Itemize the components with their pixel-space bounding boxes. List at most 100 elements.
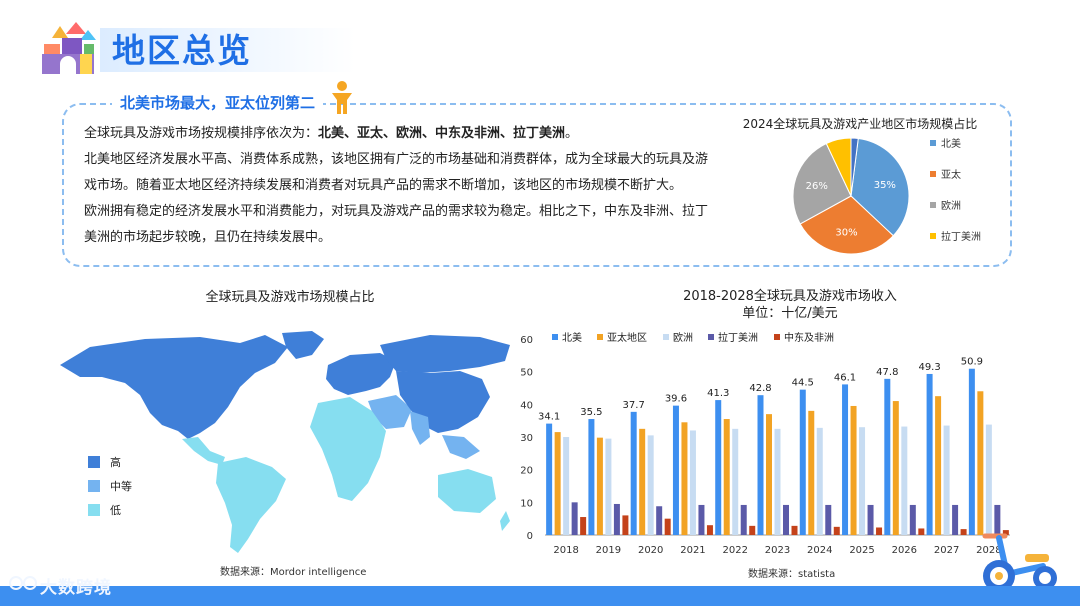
bar bbox=[664, 518, 671, 535]
bar-legend-label: 欧洲 bbox=[673, 332, 693, 344]
map-region-asia bbox=[396, 371, 490, 433]
bar-chart: 0 10 20 30 40 50 60 34.1 2018 35.5 2019 37.7 2020 39.… bbox=[520, 331, 1010, 556]
legend-label-low: 低 bbox=[110, 504, 121, 517]
x-tick-label: 2027 bbox=[934, 545, 959, 556]
legend-swatch-medium bbox=[88, 480, 100, 492]
y-tick-label: 0 bbox=[527, 531, 533, 542]
bar-value-label: 50.9 bbox=[961, 357, 983, 368]
bar bbox=[909, 504, 916, 535]
y-tick-label: 40 bbox=[520, 400, 533, 411]
bar bbox=[723, 419, 730, 535]
bar bbox=[918, 528, 925, 535]
bar bbox=[749, 525, 756, 535]
bar bbox=[985, 424, 992, 535]
brand-logo-icon bbox=[9, 576, 37, 590]
map-region-south-asia bbox=[410, 411, 430, 445]
page-title: 地区总览 bbox=[112, 31, 252, 70]
bar bbox=[596, 437, 603, 535]
pie-slice bbox=[792, 142, 852, 225]
bar-legend-label: 亚太地区 bbox=[607, 331, 647, 344]
summary-panel bbox=[62, 103, 1012, 267]
bar-legend-swatch bbox=[774, 334, 780, 340]
bar-value-label: 44.5 bbox=[792, 378, 814, 389]
bar bbox=[639, 428, 646, 535]
map-region-russia bbox=[380, 335, 510, 373]
map-region-greenland bbox=[282, 331, 324, 359]
bar bbox=[960, 529, 967, 535]
bar bbox=[842, 384, 849, 535]
summary-line-1: 全球玩具及游戏市场按规模排序依次为：北美、亚太、欧洲、中东及非洲、拉丁美洲。 bbox=[84, 126, 579, 141]
bar-legend-label: 中东及非洲 bbox=[784, 331, 834, 344]
legend-swatch-high bbox=[88, 456, 100, 468]
bar bbox=[571, 502, 578, 535]
bar-chart-title: 2018-2028全球玩具及游戏市场收入 bbox=[683, 289, 897, 304]
bar bbox=[977, 391, 984, 535]
bar bbox=[850, 405, 857, 535]
bar bbox=[774, 428, 781, 535]
bar-legend-swatch bbox=[552, 334, 558, 340]
x-tick-label: 2023 bbox=[765, 545, 790, 556]
map-legend-item: 低 bbox=[88, 498, 132, 522]
bar bbox=[689, 430, 696, 535]
bar bbox=[656, 506, 663, 535]
pie-slice-label: 35% bbox=[874, 180, 896, 191]
bar bbox=[672, 405, 679, 535]
summary-line-3: 戏市场。随着亚太地区经济持续发展和消费者对玩具产品的需求不断增加，该地区的市场规… bbox=[84, 178, 683, 193]
bar bbox=[732, 428, 739, 535]
bar bbox=[783, 504, 789, 535]
bar bbox=[757, 395, 764, 535]
bar bbox=[799, 389, 806, 535]
pie-legend-label: 亚太 bbox=[941, 168, 961, 181]
legend-label-medium: 中等 bbox=[110, 480, 132, 493]
map-region-central-america bbox=[182, 437, 225, 465]
bar bbox=[605, 438, 612, 535]
legend-label-high: 高 bbox=[110, 456, 121, 469]
bar bbox=[647, 435, 654, 535]
legend-swatch-low bbox=[88, 504, 100, 516]
summary-heading-text: 北美市场最大，亚太位列第二 bbox=[120, 94, 316, 112]
bar bbox=[833, 526, 840, 535]
bar-value-label: 35.5 bbox=[580, 407, 602, 418]
pie-legend-swatch bbox=[930, 171, 936, 177]
bar-value-label: 39.6 bbox=[665, 394, 687, 405]
bar-value-label: 41.3 bbox=[707, 388, 729, 399]
bar bbox=[630, 411, 637, 535]
x-tick-label: 2022 bbox=[723, 545, 748, 556]
pie-legend-swatch bbox=[930, 202, 936, 208]
x-tick-label: 2026 bbox=[892, 545, 917, 556]
map-legend: 高 中等 低 bbox=[88, 450, 132, 522]
summary-line-5: 美洲的市场起步较晚，且仍在持续发展中。 bbox=[84, 230, 332, 245]
map-region-africa bbox=[310, 397, 386, 501]
bar-value-label: 42.8 bbox=[749, 383, 771, 394]
x-tick-label: 2020 bbox=[638, 545, 663, 556]
pie-slice bbox=[850, 137, 859, 197]
bar bbox=[715, 400, 722, 535]
bar bbox=[563, 437, 570, 535]
x-tick-label: 2028 bbox=[976, 545, 1001, 556]
x-tick-label: 2024 bbox=[807, 545, 832, 556]
bar-legend-label: 拉丁美洲 bbox=[718, 331, 758, 344]
map-region-europe bbox=[326, 353, 396, 395]
pie-chart-title: 2024全球玩具及游戏产业地区市场规模占比 bbox=[742, 117, 978, 131]
bar bbox=[968, 368, 975, 535]
bar bbox=[884, 378, 891, 535]
bar bbox=[546, 423, 553, 535]
pie-legend-label: 欧洲 bbox=[941, 200, 961, 212]
world-map bbox=[60, 331, 510, 553]
bar bbox=[622, 515, 629, 535]
toy-castle-icon bbox=[42, 22, 96, 74]
bar-value-label: 34.1 bbox=[538, 412, 560, 423]
bar bbox=[943, 425, 950, 535]
bar-legend-swatch bbox=[708, 334, 714, 340]
bar bbox=[867, 504, 874, 535]
brand-name: 大数跨境 bbox=[40, 578, 112, 598]
bar bbox=[791, 525, 798, 535]
bar bbox=[698, 504, 705, 535]
summary-line-2: 北美地区经济发展水平高、消费体系成熟，该地区拥有广泛的市场基础和消费群体，成为全… bbox=[84, 152, 709, 167]
bar-legend-swatch bbox=[597, 334, 603, 340]
bar bbox=[901, 426, 908, 535]
map-title: 全球玩具及游戏市场规模占比 bbox=[205, 290, 375, 305]
bar-legend-label: 北美 bbox=[562, 331, 582, 344]
bar bbox=[994, 504, 1001, 535]
